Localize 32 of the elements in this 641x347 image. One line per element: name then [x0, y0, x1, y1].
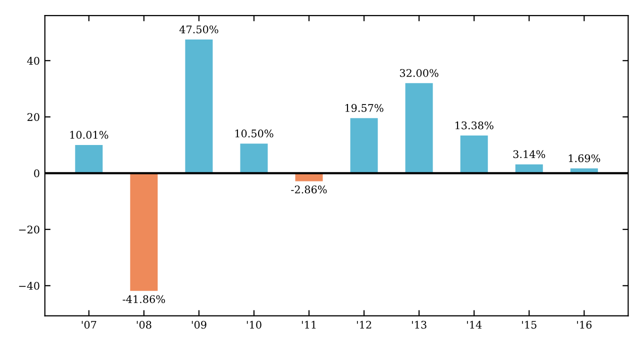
y-tick-label: 0 — [34, 169, 40, 178]
data-label: 13.38% — [456, 121, 494, 130]
x-tick-label: '07 — [82, 320, 96, 329]
data-label: 32.00% — [400, 69, 438, 77]
bar — [350, 118, 378, 174]
y-tick-label: −20 — [19, 226, 40, 234]
bar — [130, 173, 158, 291]
x-tick-label: '14 — [467, 320, 482, 329]
data-label: 19.57% — [345, 104, 384, 112]
data-label: 3.14% — [513, 150, 546, 158]
y-tick-label: −40 — [19, 282, 40, 290]
bar — [460, 136, 488, 174]
bar — [405, 83, 433, 174]
x-tick-label: '08 — [136, 320, 152, 329]
bar — [185, 40, 213, 174]
x-tick-label: '11 — [302, 320, 316, 329]
data-label: 1.69% — [568, 154, 600, 162]
bar — [240, 144, 268, 174]
data-label: 10.50% — [235, 130, 274, 138]
data-label: 10.01% — [70, 130, 108, 139]
x-tick-label: '09 — [192, 320, 206, 329]
data-label: -2.86% — [291, 186, 327, 194]
y-tick-label: 20 — [27, 113, 40, 121]
y-tick-label: 40 — [27, 56, 40, 65]
data-label: -41.86% — [122, 295, 165, 304]
x-tick-label: '13 — [412, 320, 426, 329]
x-tick-label: '10 — [246, 320, 262, 329]
x-tick-label: '15 — [522, 320, 536, 329]
bar — [75, 144, 103, 174]
x-tick-label: '12 — [357, 320, 372, 329]
data-label: 47.50% — [179, 25, 218, 34]
x-tick-label: '16 — [577, 320, 592, 329]
